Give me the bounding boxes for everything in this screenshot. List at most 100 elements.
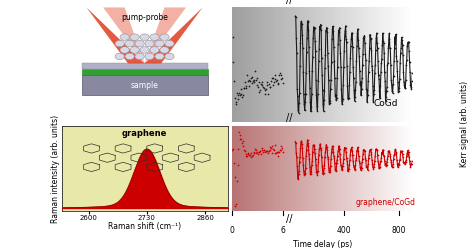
- Point: [394, 165, 401, 169]
- Point: [367, 36, 374, 40]
- Point: [237, 137, 244, 141]
- Point: [234, 93, 242, 97]
- Point: [347, 37, 355, 41]
- Point: [380, 41, 387, 45]
- Point: [396, 77, 403, 81]
- Point: [302, 92, 310, 96]
- Point: [322, 28, 330, 32]
- Point: [392, 150, 400, 154]
- Point: [294, 94, 301, 98]
- Point: [403, 58, 410, 62]
- Point: [301, 171, 309, 175]
- Point: [270, 148, 278, 152]
- Point: [328, 27, 336, 31]
- Point: [315, 153, 323, 157]
- Point: [398, 149, 405, 153]
- Point: [330, 45, 337, 49]
- Point: [298, 23, 306, 27]
- Point: [401, 86, 409, 90]
- Point: [304, 141, 312, 145]
- Point: [391, 153, 398, 156]
- Point: [331, 76, 338, 80]
- Polygon shape: [145, 7, 202, 63]
- Point: [246, 79, 254, 83]
- Polygon shape: [145, 7, 186, 63]
- Point: [383, 85, 391, 89]
- Point: [362, 158, 370, 162]
- Point: [247, 155, 255, 159]
- Point: [390, 153, 398, 157]
- Point: [337, 65, 345, 69]
- Point: [246, 84, 253, 88]
- Point: [392, 55, 400, 59]
- Point: [378, 57, 386, 61]
- Point: [346, 153, 354, 157]
- Point: [363, 165, 370, 169]
- Point: [302, 154, 310, 158]
- Point: [328, 147, 336, 151]
- Point: [354, 31, 361, 35]
- Point: [254, 150, 261, 154]
- Point: [381, 70, 388, 74]
- Point: [384, 61, 392, 65]
- Point: [335, 30, 343, 33]
- Point: [328, 150, 335, 154]
- Point: [339, 161, 347, 165]
- Point: [292, 141, 300, 145]
- Point: [406, 158, 413, 162]
- Point: [351, 168, 359, 172]
- Point: [356, 69, 364, 73]
- Point: [392, 32, 400, 36]
- Point: [311, 39, 319, 43]
- Point: [387, 157, 394, 161]
- Point: [333, 76, 341, 80]
- Point: [306, 69, 313, 73]
- Point: [343, 158, 351, 162]
- Point: [407, 162, 415, 166]
- Point: [276, 148, 283, 152]
- Point: [318, 155, 326, 159]
- Point: [346, 158, 354, 162]
- Point: [272, 151, 279, 155]
- Point: [301, 100, 309, 104]
- Point: [371, 161, 378, 165]
- Point: [372, 154, 379, 157]
- Point: [368, 64, 376, 68]
- Point: [352, 80, 360, 84]
- Point: [356, 165, 364, 169]
- Point: [273, 78, 281, 82]
- Point: [363, 165, 371, 169]
- Point: [347, 148, 355, 152]
- Point: [390, 60, 398, 63]
- Point: [405, 49, 413, 53]
- Point: [395, 90, 402, 93]
- Point: [240, 148, 248, 152]
- Point: [349, 153, 356, 157]
- Point: [346, 163, 353, 167]
- Point: [378, 155, 385, 159]
- Point: [337, 164, 345, 168]
- Point: [398, 38, 406, 42]
- Point: [376, 165, 384, 169]
- Point: [376, 96, 384, 100]
- Point: [270, 80, 278, 84]
- Point: [368, 158, 376, 162]
- Point: [350, 88, 358, 92]
- Point: [278, 76, 286, 80]
- Point: [259, 150, 267, 154]
- Point: [358, 87, 365, 91]
- Point: [319, 73, 326, 77]
- Point: [341, 29, 349, 33]
- Point: [259, 84, 266, 88]
- Point: [321, 66, 328, 70]
- Point: [318, 56, 326, 60]
- Point: [315, 160, 322, 164]
- Point: [365, 156, 373, 160]
- Point: [317, 27, 324, 31]
- Point: [368, 152, 375, 156]
- Point: [300, 70, 307, 74]
- Point: [292, 14, 299, 18]
- Circle shape: [130, 47, 139, 53]
- Point: [237, 137, 245, 141]
- Point: [315, 59, 323, 63]
